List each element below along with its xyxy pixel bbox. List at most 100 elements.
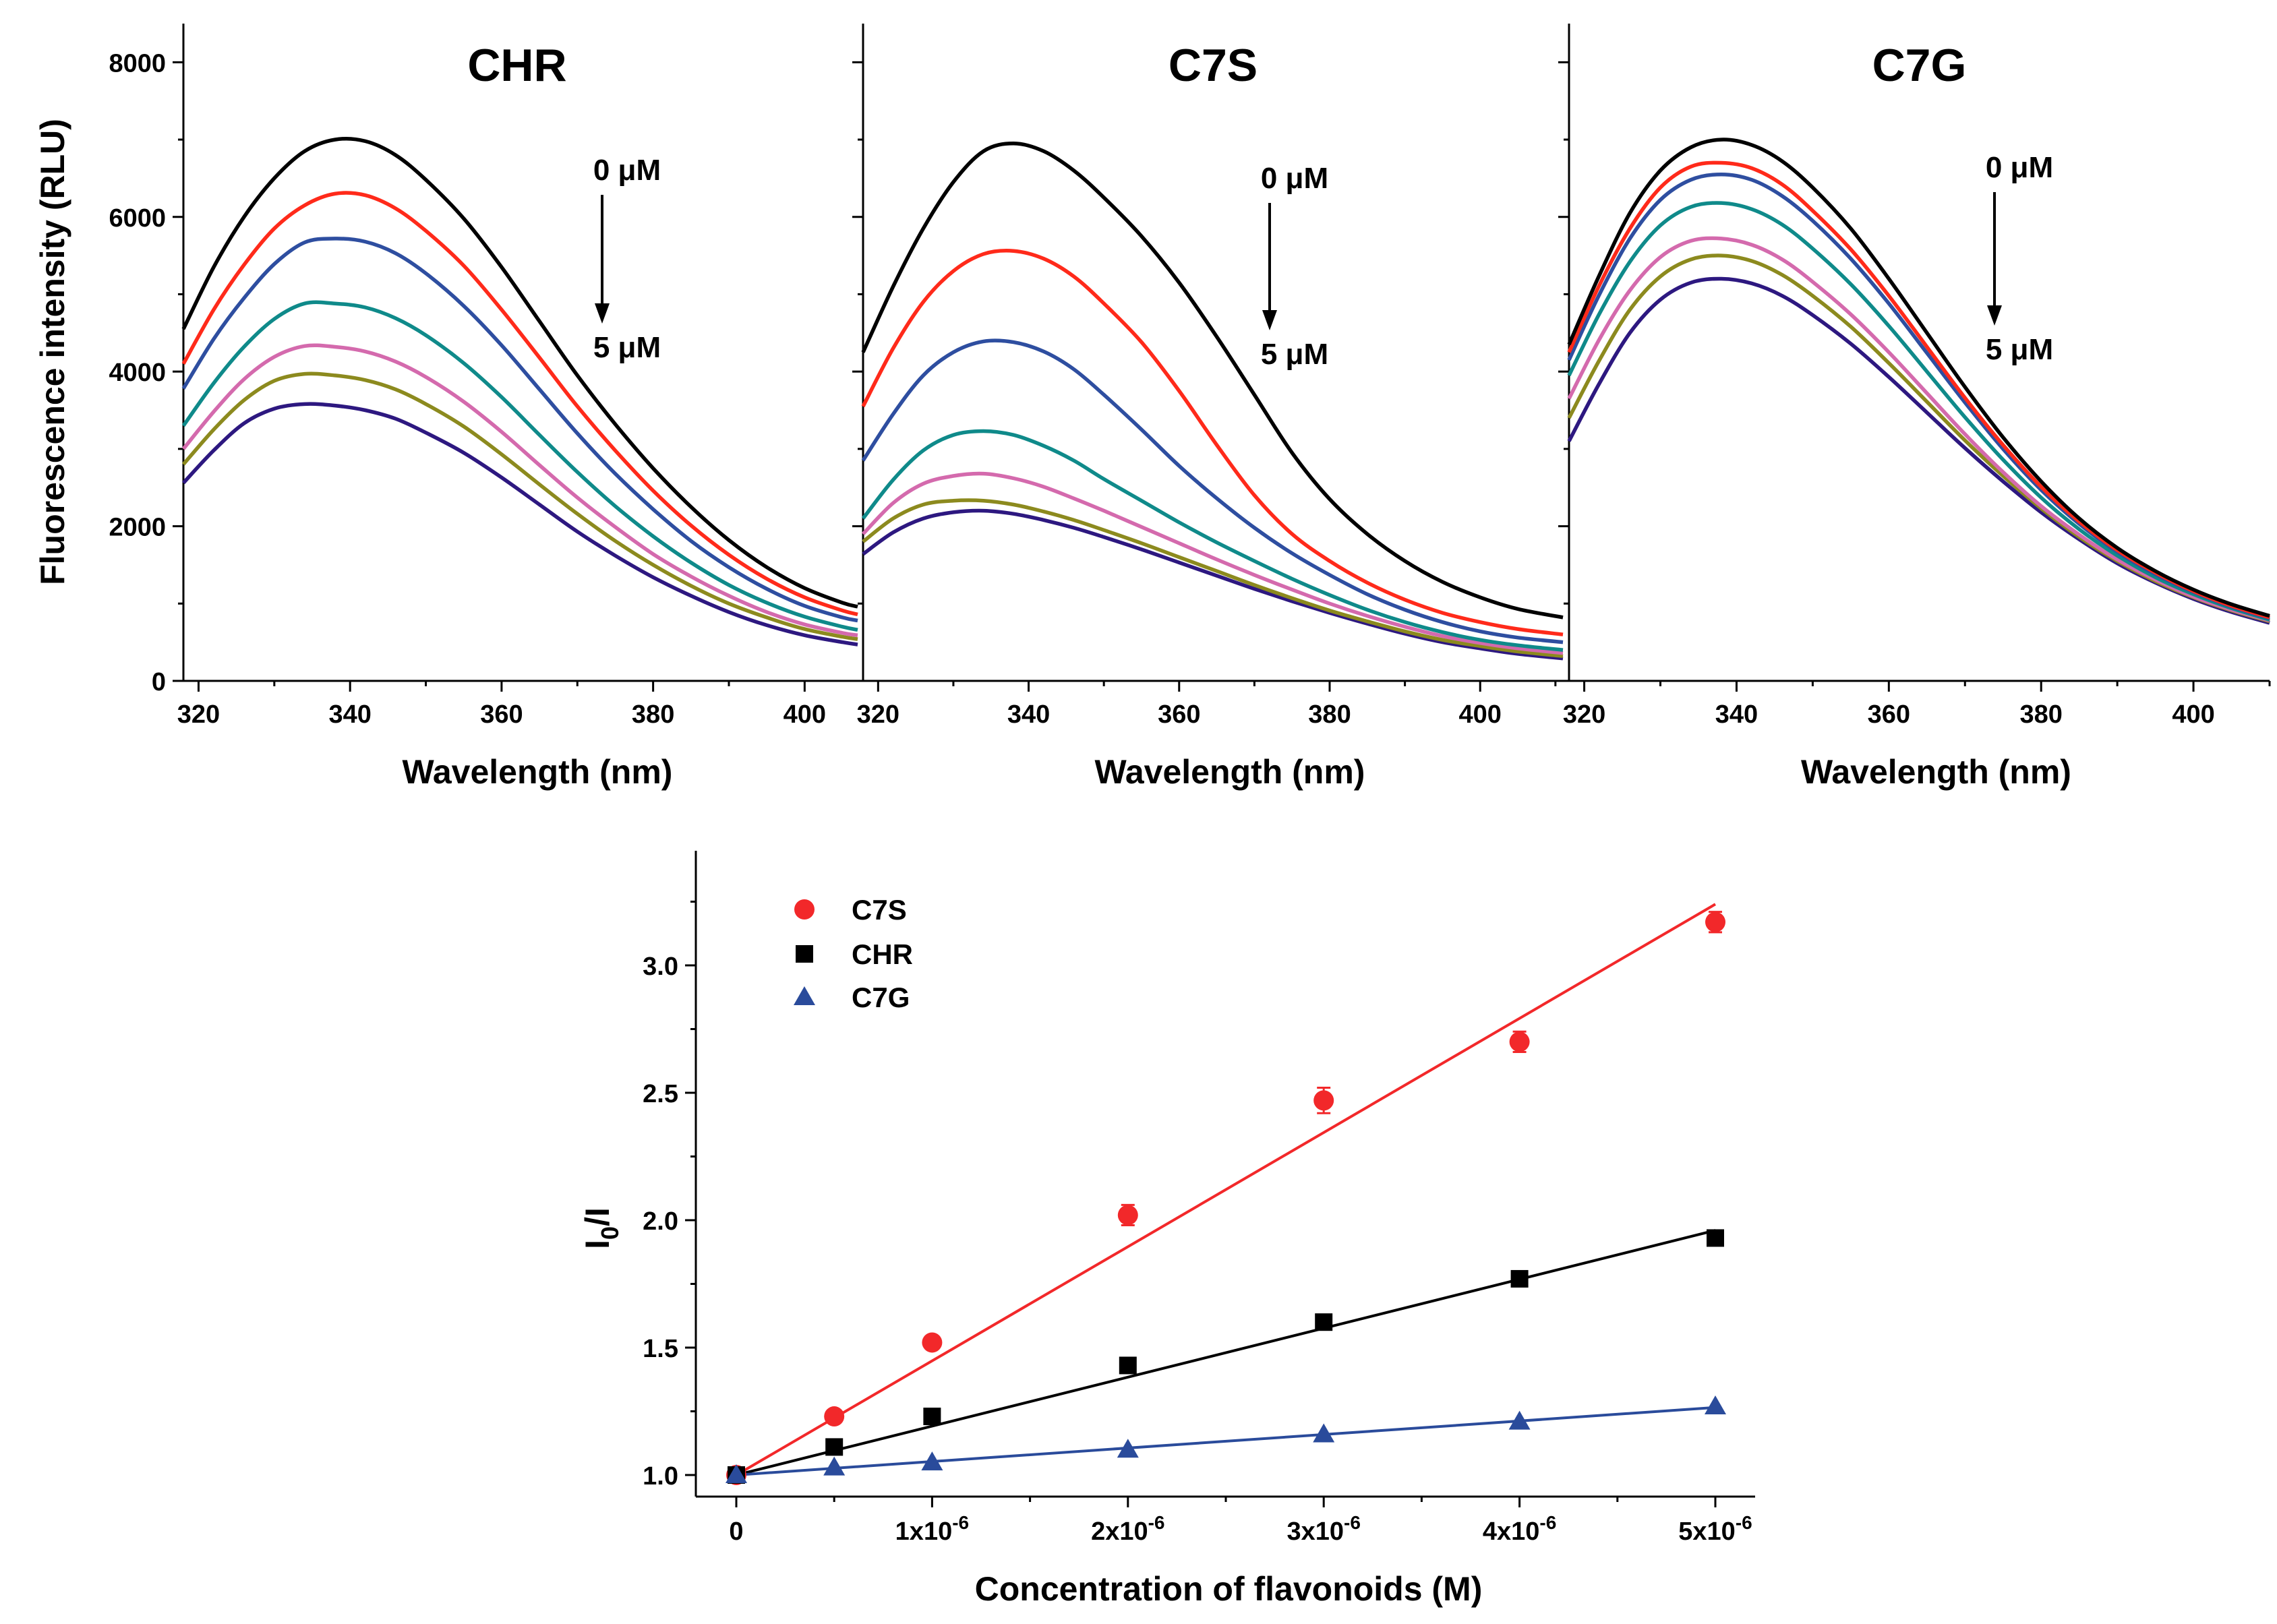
spectrum-line-4 [1567, 236, 2270, 623]
x-tick-label-base: 2x10 [1091, 1517, 1148, 1546]
panel-chr: 0 2000 4000 6000 8000 320 340 360 380 400 CHR Wavel… [109, 24, 858, 791]
spectrum-line-4 [181, 343, 858, 638]
x-tick-label-exponent: -6 [1539, 1512, 1556, 1533]
x-tick-label: 400 [1459, 700, 1502, 729]
spectrum-line-2 [861, 338, 1564, 644]
x-tick-label: 340 [328, 700, 371, 729]
fit-line-c7s [735, 903, 1717, 1476]
spectrum-line-4 [862, 471, 1564, 655]
annotation-end: 5 μM [1261, 338, 1328, 371]
x-tick-label-exponent: -6 [1344, 1512, 1361, 1533]
x-tick-label: 360 [1868, 700, 1910, 729]
arrow-head [1262, 310, 1277, 330]
x-tick-label: 360 [480, 700, 523, 729]
y-axis-title-base: I [579, 1240, 616, 1249]
legend-label: C7G [852, 982, 910, 1013]
spectrum-line-1 [861, 249, 1564, 636]
arrow-head [595, 303, 610, 324]
data-point-chr [1707, 1229, 1724, 1247]
spectrum-line-1 [1567, 160, 2270, 620]
spectrum-line-6 [1567, 276, 2270, 625]
x-tick-label: 340 [1007, 700, 1050, 729]
x-tick-label: 0 [729, 1517, 743, 1546]
data-point-c7s [1509, 1031, 1530, 1052]
spectrum-line-1 [181, 191, 858, 617]
y-axis-title: I0/I [579, 1207, 624, 1249]
x-tick-label-base: 0 [729, 1517, 743, 1546]
x-tick-label: 5x10-6 [1678, 1512, 1752, 1546]
annotation-start: 0 μM [593, 154, 661, 187]
legend-marker-triangle [794, 986, 815, 1005]
panel-title: C7S [1169, 40, 1258, 91]
y-tick-label: 1.0 [643, 1462, 678, 1491]
x-tick-label-base: 5x10 [1678, 1517, 1736, 1546]
data-point-chr [825, 1438, 844, 1456]
x-axis-title: Concentration of flavonoids (M) [975, 1570, 1483, 1608]
x-tick-label: 400 [2172, 700, 2214, 729]
x-tick-label: 400 [783, 700, 826, 729]
data-point-c7s [824, 1406, 845, 1427]
y-tick-label: 3.0 [643, 953, 678, 981]
x-tick-label: 3x10-6 [1287, 1512, 1360, 1546]
y-axis-title: Fluorescence intensity (RLU) [34, 119, 71, 585]
data-point-chr [923, 1408, 941, 1426]
x-tick-label: 360 [1158, 700, 1200, 729]
spectrum-line-6 [862, 508, 1564, 661]
panel-title: C7G [1872, 40, 1967, 91]
panel-title: CHR [467, 40, 566, 91]
data-point-c7s [1117, 1205, 1138, 1226]
x-tick-label: 320 [1563, 700, 1605, 729]
y-tick-label: 6000 [109, 204, 166, 233]
y-tick-label: 8000 [109, 49, 166, 78]
y-tick-label: 4000 [109, 359, 166, 387]
y-tick-label: 2000 [109, 514, 166, 542]
y-axis-title-sub: 0 [596, 1226, 624, 1240]
y-axis-title-rest: /I [579, 1207, 616, 1226]
x-tick-label: 2x10-6 [1091, 1512, 1164, 1546]
x-tick-label: 340 [1715, 700, 1758, 729]
annotation-end: 5 μM [593, 331, 661, 364]
x-tick-label: 1x10-6 [895, 1512, 969, 1546]
arrow-head [1987, 305, 2002, 326]
x-tick-label: 380 [632, 700, 674, 729]
data-point-chr [1510, 1269, 1529, 1288]
annotation-start: 0 μM [1986, 151, 2053, 184]
data-point-c7s [1313, 1090, 1334, 1111]
panel-c7g: 320 340 360 380 400 C7G Wavelength (nm) 0 μM 5 μ… [1558, 24, 2271, 791]
spectrum-line-0 [1567, 138, 2270, 618]
x-tick-label: 380 [1308, 700, 1351, 729]
x-axis-title: Wavelength (nm) [1095, 753, 1365, 791]
data-point-c7g [823, 1456, 846, 1476]
legend-label: CHR [852, 938, 913, 970]
data-point-c7s [1705, 911, 1725, 932]
spectrum-line-5 [862, 498, 1564, 659]
spectrum-line-5 [1567, 253, 2270, 624]
x-tick-label-base: 4x10 [1483, 1517, 1540, 1546]
x-axis-title: Wavelength (nm) [403, 753, 673, 791]
spectrum-line-6 [181, 402, 858, 646]
x-tick-label: 380 [2019, 700, 2062, 729]
data-point-c7g [921, 1451, 943, 1471]
legend-marker-circle [794, 899, 815, 920]
spectrum-line-3 [181, 300, 858, 632]
y-tick-label: 0 [152, 668, 166, 696]
fit-line-c7g [736, 1406, 1716, 1476]
spectrum-line-2 [181, 237, 858, 623]
data-point-chr [1315, 1313, 1333, 1331]
spectrum-line-5 [181, 371, 858, 641]
y-tick-label: 2.0 [643, 1207, 678, 1236]
data-point-c7g [1313, 1423, 1335, 1443]
x-tick-label-base: 1x10 [895, 1517, 953, 1546]
x-tick-label-exponent: -6 [1148, 1512, 1165, 1533]
x-tick-label-exponent: -6 [1736, 1512, 1752, 1533]
data-point-c7g [1508, 1410, 1531, 1430]
legend-marker-square [796, 945, 813, 963]
spectrum-line-0 [181, 136, 858, 609]
fit-line-chr [736, 1229, 1716, 1476]
y-tick-label: 2.5 [643, 1080, 678, 1108]
x-tick-label-base: 3x10 [1287, 1517, 1344, 1546]
data-point-c7g [726, 1464, 747, 1483]
data-point-c7g [1117, 1439, 1139, 1458]
data-point-c7g [1705, 1395, 1726, 1414]
